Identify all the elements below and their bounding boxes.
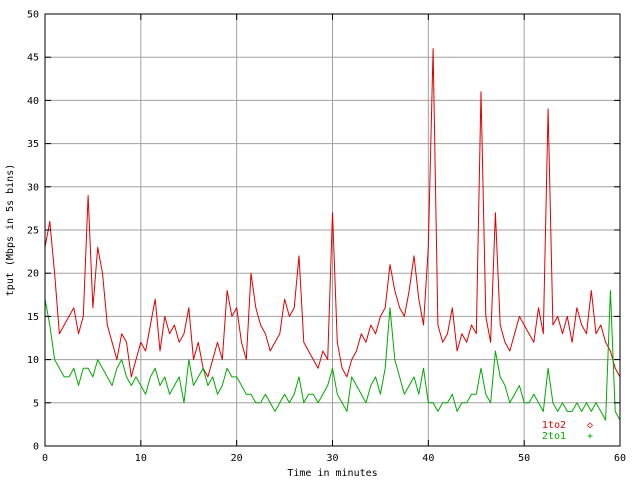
x-tick-label: 50 [518,453,530,464]
y-tick-label: 45 [27,53,39,64]
x-tick-label: 60 [614,453,626,464]
legend-marker-2to1: + [587,431,593,442]
y-tick-label: 35 [27,139,39,150]
x-tick-label: 30 [326,453,338,464]
series-line-1to2 [44,48,621,378]
x-tick-label: 20 [231,453,243,464]
y-axis-label: tput (Mbps in 5s bins) [5,164,16,296]
x-tick-label: 10 [135,453,147,464]
legend: 1to2 ◇ 2to1 + [542,420,593,442]
x-axis-label: Time in minutes [287,468,377,479]
x-tick-label: 0 [42,453,48,464]
series-line-2to1 [44,290,621,421]
y-tick-label: 50 [27,10,39,21]
y-tick-label: 0 [33,442,39,453]
y-tick-label: 15 [27,312,39,323]
y-tick-label: 10 [27,355,39,366]
y-tick-label: 40 [27,96,39,107]
series-layer [44,48,621,421]
ticks: 0 5 10 15 20 25 30 35 40 45 50 0 10 20 30 40 50 60 [27,10,626,465]
y-tick-label: 20 [27,269,39,280]
legend-marker-1to2: ◇ [587,420,593,431]
y-tick-label: 5 [33,398,39,409]
x-tick-label: 40 [422,453,434,464]
y-tick-label: 30 [27,182,39,193]
legend-label-1to2: 1to2 [542,420,566,431]
legend-label-2to1: 2to1 [542,431,566,442]
y-tick-label: 25 [27,226,39,237]
grid [45,14,620,446]
